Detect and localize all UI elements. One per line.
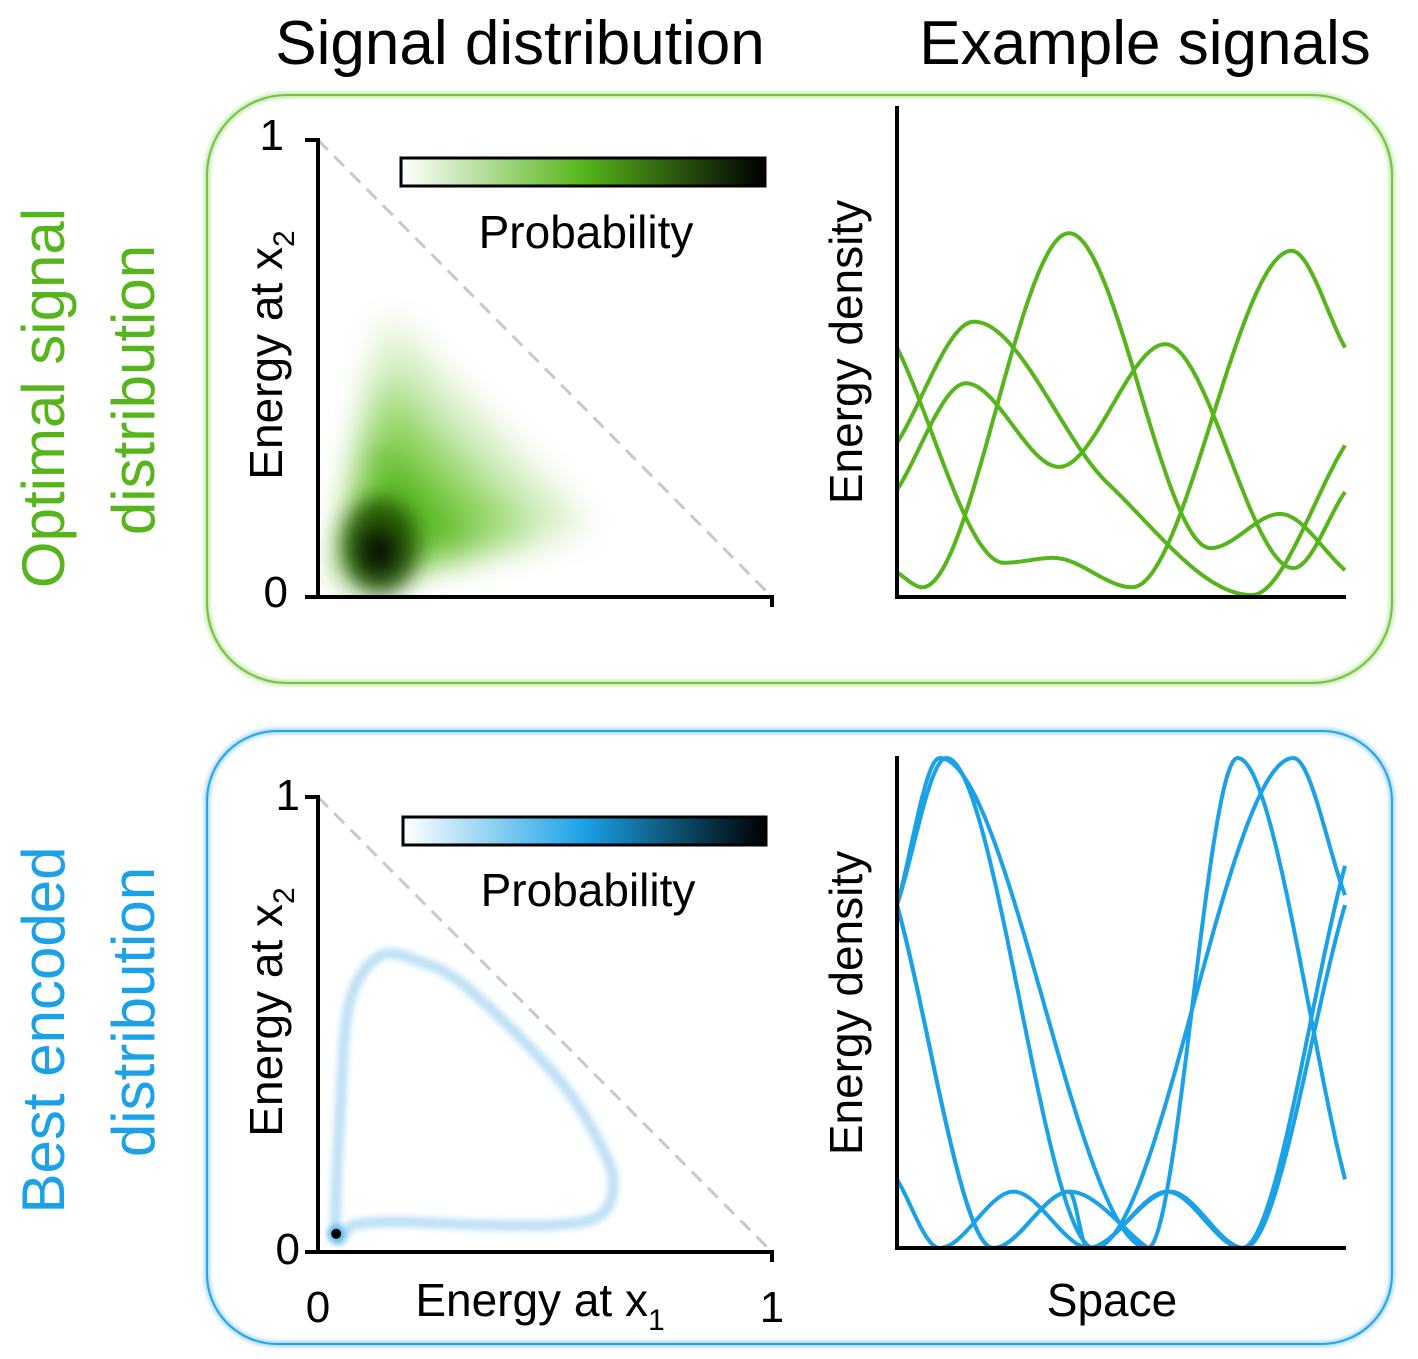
density-ridge	[333, 951, 616, 1244]
simplex-boundary-line	[316, 795, 774, 1254]
y-axis-label-subscript: 2	[268, 887, 301, 904]
y-tick-label-1: 1	[276, 771, 300, 820]
row-label-optimal-line1: Optimal signal	[10, 208, 77, 588]
colorbar	[401, 815, 768, 847]
y-axis-label: Energy density	[820, 200, 872, 504]
best-signals-panel: Energy density Space	[820, 755, 1347, 1326]
signal-line-3	[895, 319, 1347, 597]
y-tick-label-0: 0	[276, 1225, 300, 1274]
row-label-best-line1: Best encoded	[10, 847, 77, 1214]
best-heatmap-panel: 1 0 0 1 Energy at x1 Energy at x2 Probab…	[240, 771, 784, 1337]
simplex-boundary-line	[316, 138, 774, 599]
y-tick-label-1: 1	[260, 111, 284, 160]
signal-line-2	[895, 248, 1347, 590]
optimal-signals-panel: Energy density	[820, 106, 1347, 599]
signal-line-1	[895, 231, 1347, 590]
colorbar	[399, 156, 767, 188]
x-axis-label: Space	[1047, 1274, 1177, 1326]
y-axis-label-subscript: 2	[268, 230, 301, 247]
x-axis-label-subscript: 1	[648, 1304, 665, 1337]
best-density	[327, 947, 620, 1248]
y-axis-label-text: Energy at x	[240, 247, 292, 480]
density-peak	[331, 1228, 342, 1239]
y-axis-label-text: Energy at x	[240, 904, 292, 1137]
column-title-signal-distribution: Signal distribution	[275, 9, 764, 78]
row-label-optimal-line2: distribution	[100, 245, 167, 535]
colorbar-label: Probability	[479, 206, 694, 258]
signal-line-4	[895, 342, 1347, 571]
optimal-signal-lines	[895, 231, 1347, 597]
y-tick-label-0: 0	[264, 568, 288, 617]
y-axis-label: Energy at x2	[240, 887, 301, 1136]
y-axis-label: Energy density	[820, 851, 872, 1155]
optimal-row-frame	[206, 94, 1393, 684]
x-axis-label-text: Energy at x	[415, 1274, 648, 1326]
x-tick-label-0: 0	[306, 1283, 330, 1332]
x-tick-label-1: 1	[760, 1283, 784, 1332]
row-label-best-line2: distribution	[100, 867, 167, 1157]
y-axis-label: Energy at x2	[240, 230, 301, 479]
best-row-frame	[206, 730, 1393, 1345]
density-mode	[360, 529, 397, 574]
best-signal-lines	[895, 755, 1347, 1251]
signal-line-4	[895, 865, 1347, 1251]
column-title-example-signals: Example signals	[919, 9, 1370, 78]
x-axis-label: Energy at x1	[415, 1274, 664, 1337]
optimal-density	[331, 313, 591, 595]
optimal-heatmap-panel: 1 0 Energy at x2 Probability	[240, 111, 774, 617]
colorbar-label: Probability	[481, 864, 696, 916]
signal-line-5	[895, 904, 1150, 1251]
